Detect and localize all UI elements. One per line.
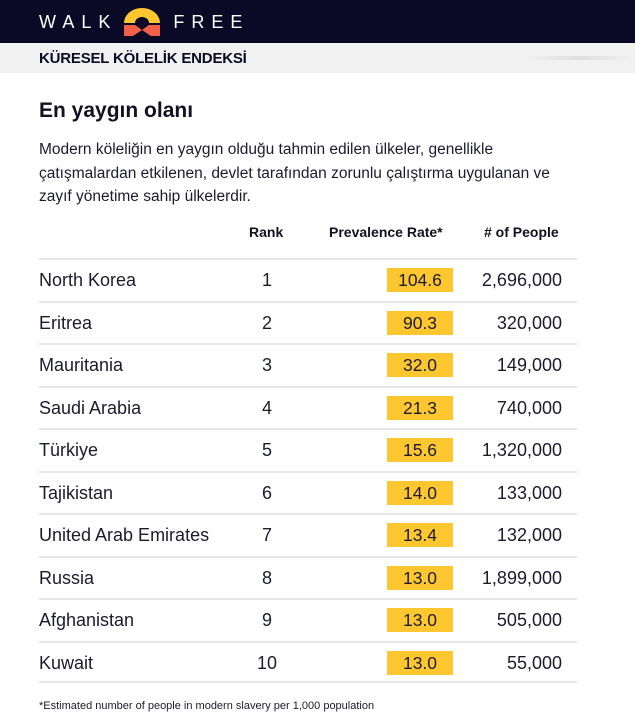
table-row: Türkiye 5 15.6 1,320,000: [39, 428, 577, 471]
rank-value: 2: [261, 312, 272, 333]
table-footnote: *Estimated number of people in modern sl…: [39, 700, 375, 712]
people-count: 132,000: [496, 525, 562, 545]
column-header-rank: Rank: [249, 224, 284, 240]
walk-free-logo[interactable]: WALK FREE: [39, 8, 249, 36]
prevalence-rate-badge: 13.4: [387, 523, 453, 547]
prevalence-table: North Korea 1 104.6 2,696,000 Eritrea 2 …: [39, 258, 577, 683]
index-subheader: KÜRESEL KÖLELİK ENDEKSİ: [0, 43, 635, 73]
table-row: Russia 8 13.0 1,899,000: [39, 555, 577, 599]
rank-value: 6: [261, 482, 272, 503]
prevalence-rate-badge: 13.0: [387, 650, 453, 675]
rank-value: 5: [261, 440, 272, 460]
country-name: Eritrea: [39, 312, 93, 333]
subheader-faded-nav: [525, 56, 635, 60]
country-name: Mauritania: [39, 355, 124, 375]
logo-text-free: FREE: [173, 11, 250, 32]
country-name: Afghanistan: [39, 610, 135, 630]
prevalence-rate-badge: 13.0: [387, 565, 453, 590]
country-name: United Arab Emirates: [39, 525, 210, 545]
prevalence-rate-badge: 14.0: [387, 480, 453, 505]
table-row: Saudi Arabia 4 21.3 740,000: [39, 385, 577, 429]
people-count: 1,320,000: [481, 440, 562, 460]
country-name: Russia: [39, 567, 95, 588]
prevalence-rate-badge: 90.3: [387, 310, 453, 335]
logo-text-walk: WALK: [39, 11, 118, 32]
country-name: Kuwait: [39, 652, 94, 673]
prevalence-rate-badge: 15.6: [387, 438, 453, 462]
people-count: 320,000: [496, 312, 562, 333]
rank-value: 9: [261, 610, 272, 630]
country-name: Saudi Arabia: [39, 397, 142, 418]
rank-value: 4: [261, 397, 272, 418]
rank-value: 8: [261, 567, 272, 588]
country-name: Türkiye: [39, 440, 99, 460]
people-count: 55,000: [506, 652, 562, 673]
table-row: North Korea 1 104.6 2,696,000: [39, 258, 577, 301]
column-header-prevalence-rate: Prevalence Rate*: [329, 224, 443, 240]
table-row: Mauritania 3 32.0 149,000: [39, 343, 577, 386]
table-row: Afghanistan 9 13.0 505,000: [39, 598, 577, 641]
table-row: Tajikistan 6 14.0 133,000: [39, 470, 577, 514]
rank-value: 7: [261, 525, 272, 545]
people-count: 505,000: [496, 610, 562, 630]
table-row: Kuwait 10 13.0 55,000: [39, 640, 577, 683]
prevalence-rate-badge: 13.0: [387, 608, 453, 632]
prevalence-rate-badge: 104.6: [387, 268, 453, 292]
people-count: 740,000: [496, 397, 562, 418]
people-count: 149,000: [496, 355, 562, 375]
country-name: North Korea: [39, 270, 137, 290]
top-navigation-bar: WALK FREE: [0, 0, 635, 43]
column-header-people: # of People: [484, 224, 559, 240]
sunrise-logo-icon: [124, 8, 161, 36]
prevalence-rate-badge: 21.3: [387, 395, 453, 420]
people-count: 133,000: [496, 482, 562, 503]
index-title[interactable]: KÜRESEL KÖLELİK ENDEKSİ: [39, 50, 247, 67]
rank-value: 1: [261, 270, 272, 290]
prevalence-rate-badge: 32.0: [387, 353, 453, 377]
country-name: Tajikistan: [39, 482, 114, 503]
rank-value: 3: [261, 355, 272, 375]
section-title: En yaygın olanı: [39, 99, 194, 122]
section-description: Modern köleliğin en yaygın olduğu tahmin…: [39, 141, 550, 205]
people-count: 1,899,000: [481, 567, 562, 588]
table-row: Eritrea 2 90.3 320,000: [39, 300, 577, 344]
rank-value: 10: [256, 652, 278, 673]
people-count: 2,696,000: [481, 270, 562, 290]
table-row: United Arab Emirates 7 13.4 132,000: [39, 513, 577, 556]
